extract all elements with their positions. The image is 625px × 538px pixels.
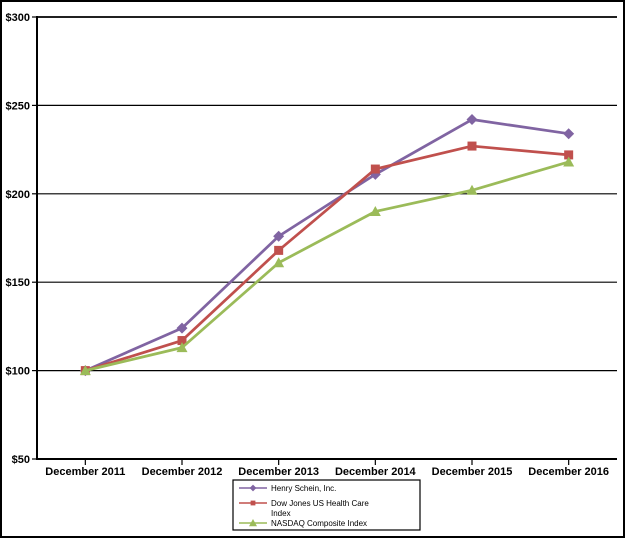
- diamond-marker: [563, 128, 575, 140]
- triangle-marker: [249, 519, 257, 527]
- legend: Henry Schein, Inc. Dow Jones US Health Ca…: [232, 479, 421, 531]
- diamond-marker: [176, 322, 188, 334]
- triangle-marker: [176, 342, 188, 353]
- square-marker: [177, 336, 187, 346]
- legend-entry-label: Index: [271, 509, 291, 518]
- triangle-marker: [563, 156, 575, 167]
- series-line: [85, 160, 570, 372]
- square-marker: [564, 150, 574, 160]
- legend-entry-henry-schein-inc: Henry Schein, Inc.: [239, 484, 336, 493]
- series-henry-schein-inc: [79, 114, 575, 377]
- square-marker: [370, 164, 380, 174]
- square-marker: [250, 500, 256, 506]
- triangle-marker: [466, 184, 478, 195]
- diamond-marker: [273, 230, 285, 242]
- triangle-marker: [79, 365, 91, 376]
- x-axis-tick-label: December 2011: [45, 466, 125, 478]
- triangle-marker: [273, 257, 285, 268]
- legend-entry-label: NASDAQ Composite Index: [271, 519, 367, 528]
- series-line: [84, 118, 569, 372]
- triangle-marker: [369, 205, 381, 216]
- axes: [32, 16, 617, 465]
- y-axis-tick-label: $300: [6, 12, 30, 24]
- legend-entry-label: Dow Jones US Health Care: [271, 499, 369, 508]
- y-axis-tick-label: $200: [6, 189, 30, 201]
- square-marker: [467, 141, 477, 151]
- series-nasdaq-composite-index: [79, 156, 575, 376]
- legend-entry-nasdaq-composite-index: NASDAQ Composite Index: [239, 519, 367, 528]
- x-axis-tick-label: December 2012: [142, 466, 223, 478]
- diamond-marker: [249, 484, 257, 492]
- y-axis-labels: $300 $250 $200 $150 $100 $50: [6, 12, 30, 466]
- y-axis-tick-label: $50: [12, 454, 30, 466]
- legend-entry-label: Henry Schein, Inc.: [271, 484, 336, 493]
- x-axis-tick-label: December 2014: [335, 466, 417, 478]
- x-axis-tick-label: December 2013: [238, 466, 319, 478]
- x-axis-tick-label: December 2015: [432, 466, 513, 478]
- y-axis-tick-label: $150: [6, 277, 30, 289]
- x-axis-labels: December 2011 December 2012 December 2013 D…: [45, 466, 609, 478]
- series-line: [84, 144, 569, 372]
- x-axis-tick-label: December 2016: [528, 466, 609, 478]
- y-axis-tick-label: $250: [6, 100, 30, 112]
- data-series: [79, 114, 575, 377]
- square-marker: [274, 245, 284, 255]
- y-axis-tick-label: $100: [6, 366, 30, 378]
- diamond-marker: [466, 114, 478, 126]
